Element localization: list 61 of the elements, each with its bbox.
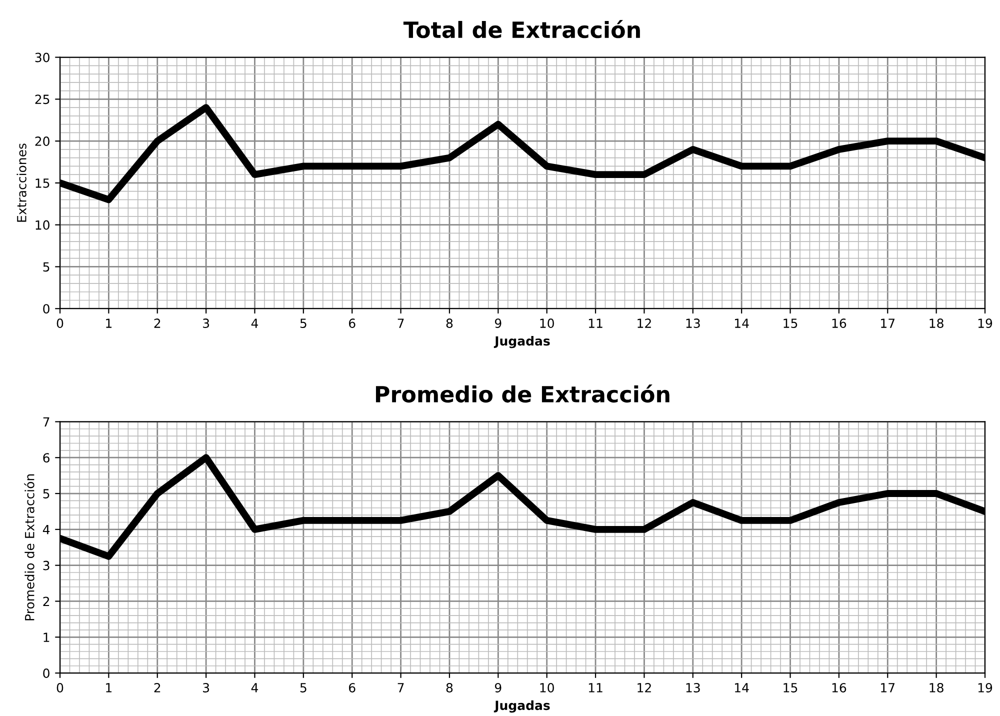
y-tick-label: 25: [35, 94, 50, 104]
chart-title: Promedio de Extracción: [376, 384, 670, 403]
y-tick-label: 4: [42, 525, 50, 534]
x-axis-title: Jugadas: [494, 336, 550, 348]
x-tick-label: 0: [56, 318, 64, 328]
x-tick-label: 9: [494, 682, 502, 692]
y-tick-label: 3: [43, 560, 50, 570]
x-tick-label: 2: [154, 682, 160, 692]
y-tick-label: 6: [43, 453, 50, 463]
x-tick-label: 19: [978, 682, 992, 692]
x-tick-label: 5: [300, 318, 306, 328]
x-tick-label: 6: [349, 318, 356, 328]
x-tick-label: 13: [686, 682, 700, 692]
x-tick-label: 3: [203, 318, 210, 328]
x-tick-label: 15: [784, 683, 798, 692]
x-tick-label: 18: [930, 318, 944, 328]
x-tick-label: 13: [686, 318, 700, 328]
x-tick-label: 9: [494, 318, 502, 328]
y-tick-label: 20: [35, 136, 50, 146]
y-axis-title: Promedio de Extracción: [24, 474, 34, 620]
x-tick-label: 6: [349, 682, 356, 692]
y-tick-label: 0: [43, 668, 50, 678]
x-tick-label: 4: [251, 318, 258, 328]
x-tick-label: 15: [784, 318, 798, 328]
y-tick-label: 0: [43, 304, 50, 314]
x-tick-label: 7: [398, 318, 404, 328]
x-tick-label: 16: [832, 318, 846, 328]
x-tick-label: 4: [251, 683, 258, 692]
x-tick-label: 5: [300, 683, 306, 692]
x-tick-label: 12: [638, 318, 651, 328]
x-tick-label: 1: [106, 683, 112, 692]
y-tick-label: 7: [43, 417, 50, 426]
x-tick-label: 17: [881, 683, 895, 692]
x-tick-label: 2: [154, 318, 160, 328]
x-tick-label: 16: [832, 682, 846, 692]
x-tick-label: 17: [881, 318, 895, 328]
y-axis-title: Extracciones: [16, 144, 26, 222]
y-tick-label: 5: [43, 489, 50, 498]
chart-title: Total de Extracción: [403, 20, 640, 38]
x-tick-label: 14: [735, 683, 749, 692]
x-tick-label: 8: [446, 318, 453, 328]
x-tick-label: 11: [588, 318, 602, 328]
x-tick-label: 3: [203, 682, 210, 692]
x-tick-label: 7: [398, 683, 404, 692]
x-tick-label: 12: [638, 682, 651, 692]
x-tick-label: 0: [56, 682, 64, 692]
y-tick-label: 15: [36, 178, 50, 188]
x-tick-label: 1: [106, 318, 112, 328]
x-tick-label: 18: [930, 682, 944, 692]
y-tick-label: 5: [43, 262, 50, 272]
y-tick-label: 30: [35, 52, 50, 62]
y-tick-label: 10: [36, 220, 50, 230]
x-tick-label: 8: [446, 682, 453, 692]
y-tick-label: 1: [44, 632, 50, 642]
x-tick-label: 11: [588, 683, 602, 692]
x-axis-title: Jugadas: [494, 700, 550, 713]
x-tick-label: 10: [540, 318, 554, 328]
x-tick-label: 10: [540, 682, 554, 692]
y-tick-label: 2: [43, 596, 50, 606]
x-tick-label: 14: [735, 318, 749, 328]
x-tick-label: 19: [978, 318, 992, 328]
